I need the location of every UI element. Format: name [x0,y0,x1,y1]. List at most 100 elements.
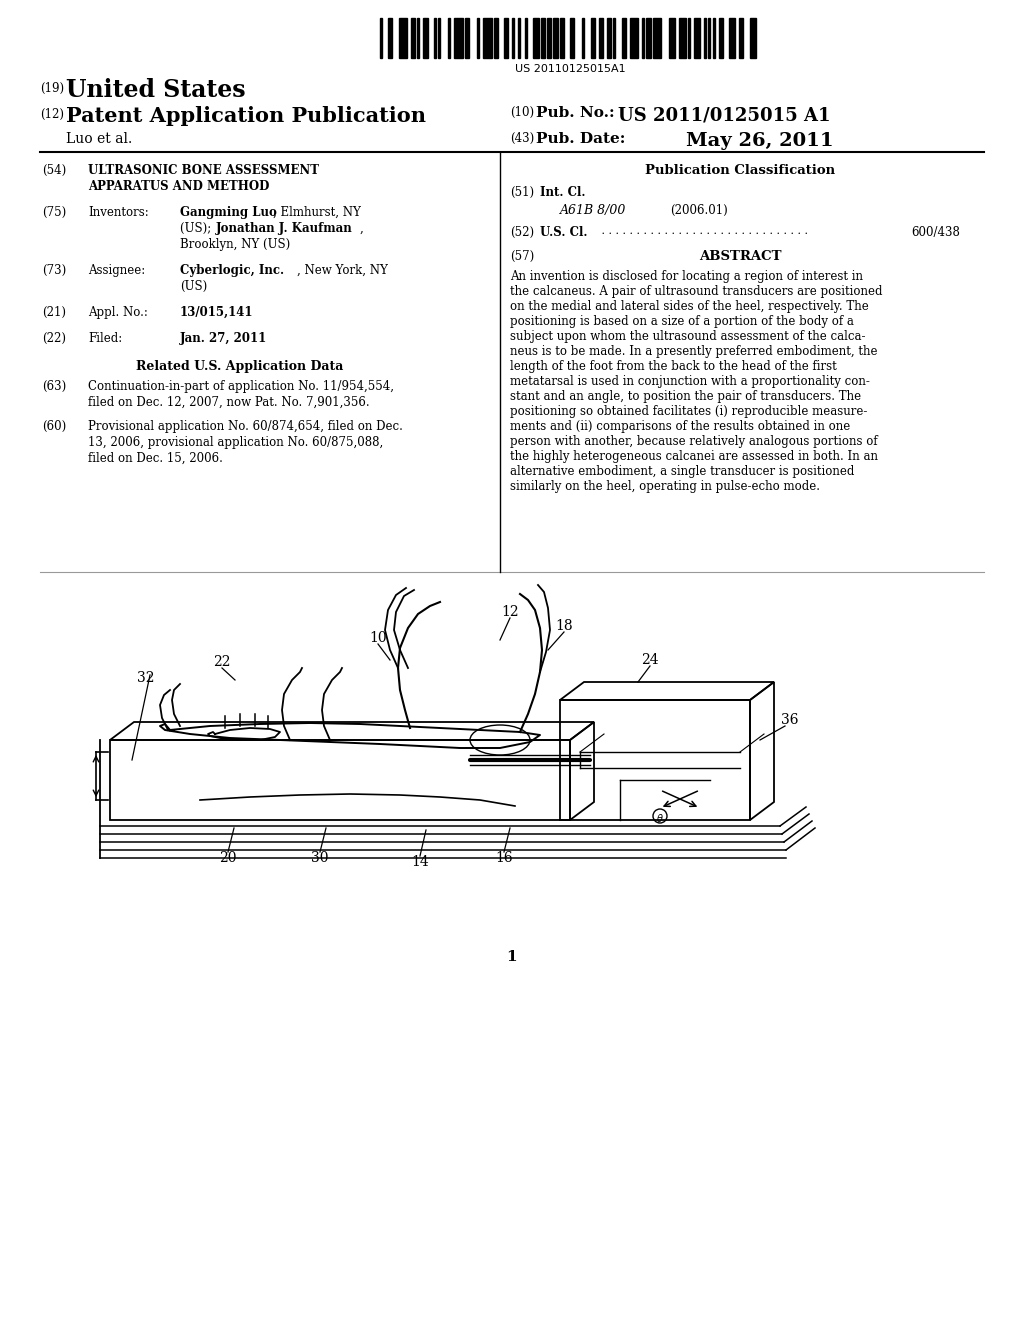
Bar [438,18,440,58]
Text: Related U.S. Application Data: Related U.S. Application Data [136,360,344,374]
Bar [607,18,611,58]
Text: (10): (10) [510,106,535,119]
Bar [449,18,451,58]
Text: (52): (52) [510,226,535,239]
Text: Cyberlogic, Inc.: Cyberlogic, Inc. [180,264,284,277]
Text: filed on Dec. 15, 2006.: filed on Dec. 15, 2006. [88,451,223,465]
Text: 13, 2006, provisional application No. 60/875,088,: 13, 2006, provisional application No. 60… [88,436,383,449]
Text: 10: 10 [370,631,387,645]
Bar [541,18,545,58]
Text: Pub. Date:: Pub. Date: [536,132,626,147]
Bar [560,18,564,58]
Text: A61B 8/00: A61B 8/00 [560,205,627,216]
Bar [380,18,382,58]
Bar [483,18,492,58]
Bar [680,18,686,58]
Text: 20: 20 [219,851,237,865]
Bar [694,18,700,58]
Text: 14: 14 [411,855,429,869]
Text: (19): (19) [40,82,65,95]
Bar [713,18,715,58]
Text: . . . . . . . . . . . . . . . . . . . . . . . . . . . . . .: . . . . . . . . . . . . . . . . . . . . … [598,226,808,236]
Text: (2006.01): (2006.01) [670,205,728,216]
Bar [622,18,626,58]
Text: metatarsal is used in conjunction with a proportionality con-: metatarsal is used in conjunction with a… [510,375,869,388]
Text: Jan. 27, 2011: Jan. 27, 2011 [180,333,267,345]
Bar [591,18,595,58]
Bar [512,18,514,58]
Text: filed on Dec. 12, 2007, now Pat. No. 7,901,356.: filed on Dec. 12, 2007, now Pat. No. 7,9… [88,396,370,409]
Text: US 20110125015A1: US 20110125015A1 [515,63,626,74]
Text: Filed:: Filed: [88,333,122,345]
Text: $\theta$: $\theta$ [656,812,664,824]
Bar [646,18,650,58]
Bar [518,18,520,58]
Text: 13/015,141: 13/015,141 [180,306,254,319]
Text: 12: 12 [501,605,519,619]
Text: positioning so obtained facilitates (i) reproducible measure-: positioning so obtained facilitates (i) … [510,405,867,418]
Text: ULTRASONIC BONE ASSESSMENT: ULTRASONIC BONE ASSESSMENT [88,164,319,177]
Text: 18: 18 [555,619,572,634]
Bar [423,18,427,58]
Bar [398,18,407,58]
Bar [411,18,415,58]
Text: 1: 1 [507,950,517,964]
Text: (57): (57) [510,249,535,263]
Bar [613,18,615,58]
Text: (54): (54) [42,164,67,177]
Text: 32: 32 [137,671,155,685]
Bar [642,18,644,58]
Text: Jonathan J. Kaufman: Jonathan J. Kaufman [216,222,352,235]
Bar [583,18,585,58]
Text: (12): (12) [40,108,63,121]
Bar [494,18,498,58]
Bar [739,18,743,58]
Text: US 2011/0125015 A1: US 2011/0125015 A1 [618,106,830,124]
Text: Patent Application Publication: Patent Application Publication [66,106,426,125]
Text: 30: 30 [311,851,329,865]
Bar [417,18,419,58]
Text: (75): (75) [42,206,67,219]
Bar [504,18,508,58]
Bar [388,18,392,58]
Text: Continuation-in-part of application No. 11/954,554,: Continuation-in-part of application No. … [88,380,394,393]
Text: ments and (ii) comparisons of the results obtained in one: ments and (ii) comparisons of the result… [510,420,850,433]
Bar [554,18,558,58]
Text: (22): (22) [42,333,66,345]
Text: (43): (43) [510,132,535,145]
Bar [688,18,690,58]
Text: U.S. Cl.: U.S. Cl. [540,226,588,239]
Text: subject upon whom the ultrasound assessment of the calca-: subject upon whom the ultrasound assessm… [510,330,865,343]
Text: the highly heterogeneous calcanei are assessed in both. In an: the highly heterogeneous calcanei are as… [510,450,878,463]
Text: Brooklyn, NY (US): Brooklyn, NY (US) [180,238,290,251]
Bar [570,18,574,58]
Text: May 26, 2011: May 26, 2011 [686,132,834,150]
Text: 22: 22 [213,655,230,669]
Bar [719,18,723,58]
Text: An invention is disclosed for locating a region of interest in: An invention is disclosed for locating a… [510,271,863,282]
Text: APPARATUS AND METHOD: APPARATUS AND METHOD [88,180,269,193]
Text: 16: 16 [496,851,513,865]
Bar [524,18,526,58]
Text: Assignee:: Assignee: [88,264,145,277]
Text: the calcaneus. A pair of ultrasound transducers are positioned: the calcaneus. A pair of ultrasound tran… [510,285,883,298]
Bar [709,18,711,58]
Bar [477,18,479,58]
Text: length of the foot from the back to the head of the first: length of the foot from the back to the … [510,360,837,374]
Text: (US): (US) [180,280,207,293]
Text: Publication Classification: Publication Classification [645,164,835,177]
Bar [465,18,469,58]
Text: person with another, because relatively analogous portions of: person with another, because relatively … [510,436,878,447]
Bar [434,18,436,58]
Text: Int. Cl.: Int. Cl. [540,186,586,199]
Text: 36: 36 [781,713,799,727]
Text: Luo et al.: Luo et al. [66,132,132,147]
Bar [652,18,660,58]
Text: (US);: (US); [180,222,215,235]
Text: Appl. No.:: Appl. No.: [88,306,147,319]
Bar [532,18,539,58]
Text: positioning is based on a size of a portion of the body of a: positioning is based on a size of a port… [510,315,854,327]
Text: ABSTRACT: ABSTRACT [698,249,781,263]
Text: , New York, NY: , New York, NY [297,264,388,277]
Text: alternative embodiment, a single transducer is positioned: alternative embodiment, a single transdu… [510,465,854,478]
